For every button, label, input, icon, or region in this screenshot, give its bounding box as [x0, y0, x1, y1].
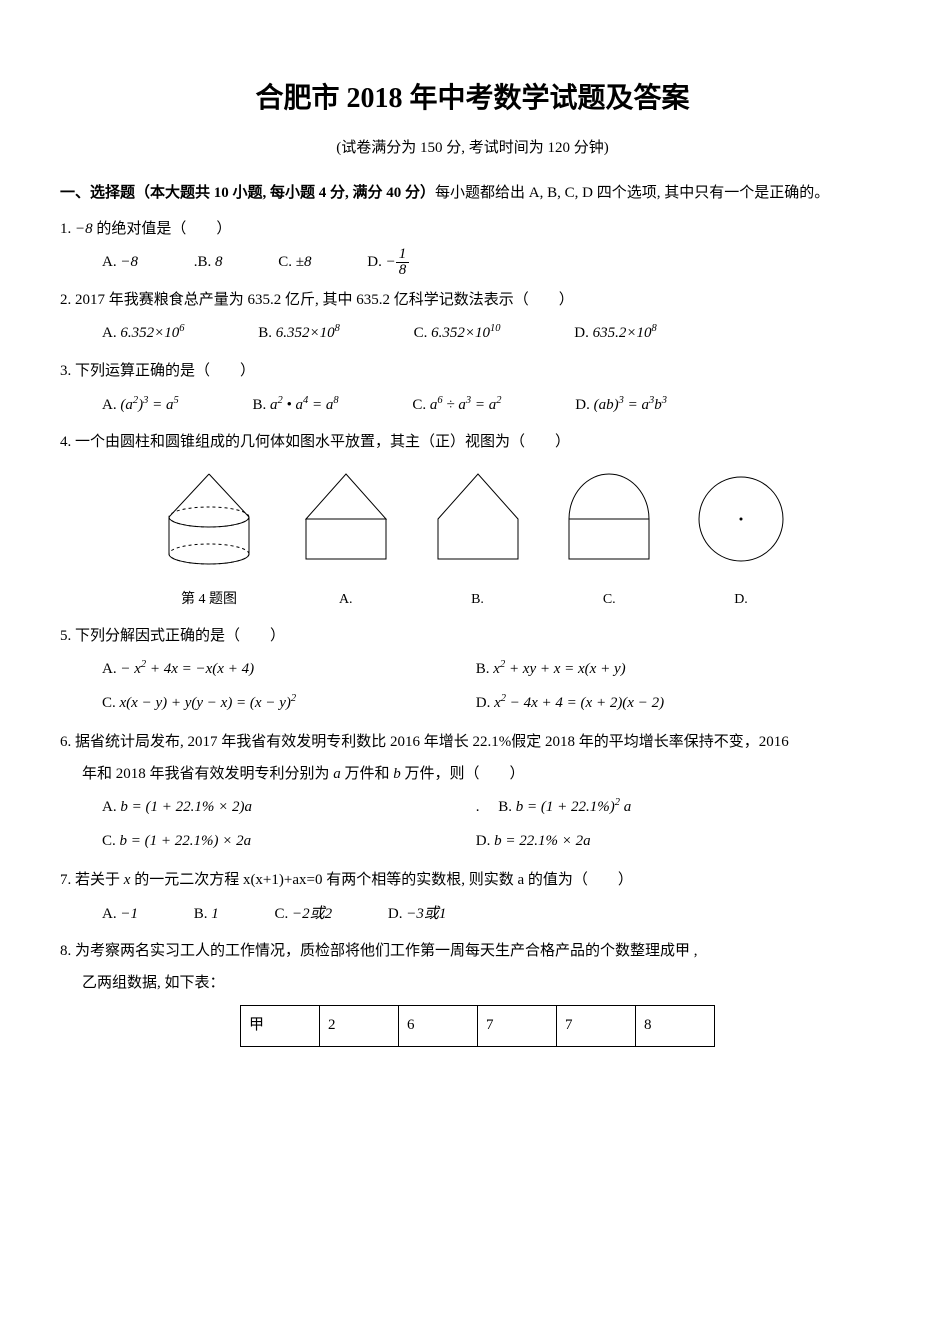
- q4-a-label: A.: [296, 585, 396, 614]
- q3-opt-b: B. a2 • a4 = a8: [252, 390, 338, 422]
- q1-c-val: ±8: [296, 254, 312, 270]
- q6-options: A. b = (1 + 22.1% × 2)a . B. b = (1 + 22…: [60, 792, 885, 859]
- q7-post: 的一元二次方程 x(x+1)+ax=0 有两个相等的实数根, 则实数 a 的值为…: [130, 872, 632, 888]
- q5-opt-c: C. x(x − y) + y(y − x) = (x − y)2: [102, 688, 472, 720]
- q4-d-label: D.: [691, 585, 791, 614]
- q1-opt-d: D. −18: [367, 247, 409, 279]
- q4-b-label: B.: [428, 585, 528, 614]
- q6-mid: 万件和: [341, 766, 394, 782]
- question-6: 6. 据省统计局发布, 2017 年我省有效发明专利数比 2016 年增长 22…: [60, 727, 885, 790]
- q1-d-den: 8: [396, 263, 410, 278]
- q2-opt-a: A. 6.352×106: [102, 318, 184, 350]
- q8-line2: 乙两组数据, 如下表：: [60, 975, 225, 991]
- q3-options: A. (a2)3 = a5 B. a2 • a4 = a8 C. a6 ÷ a3…: [60, 390, 885, 422]
- table-cell: 2: [320, 1006, 399, 1047]
- q4-fig-a: A.: [296, 469, 396, 615]
- solid-icon: [154, 469, 264, 569]
- q3-opt-a: A. (a2)3 = a5: [102, 390, 179, 422]
- table-row: 甲 2 6 7 7 8: [241, 1006, 715, 1047]
- q5-options: A. − x2 + 4x = −x(x + 4) B. x2 + xy + x …: [60, 654, 885, 721]
- q3-opt-c: C. a6 ÷ a3 = a2: [412, 390, 501, 422]
- option-d-icon: [691, 469, 791, 569]
- option-a-icon: [296, 469, 396, 569]
- q4-fig-solid: 第 4 题图: [154, 469, 264, 615]
- question-2: 2. 2017 年我赛粮食总产量为 635.2 亿斤, 其中 635.2 亿科学…: [60, 285, 885, 317]
- q4-fig-b: B.: [428, 469, 528, 615]
- q6-opt-d: D. b = 22.1% × 2a: [476, 826, 846, 858]
- q2-opt-d: D. 635.2×108: [574, 318, 656, 350]
- section-1-bold: 一、选择题（本大题共 10 小题, 每小题 4 分, 满分 40 分）: [60, 185, 435, 201]
- q1-math: −8: [75, 221, 93, 237]
- question-1: 1. −8 的绝对值是（ ）: [60, 214, 885, 246]
- table-cell: 7: [478, 1006, 557, 1047]
- option-b-icon: [428, 469, 528, 569]
- section-1-rest: 每小题都给出 A, B, C, D 四个选项, 其中只有一个是正确的。: [435, 185, 829, 201]
- q7-opt-d: D. −3或1: [388, 899, 446, 931]
- q1-options: A. −8 .B. 8 C. ±8 D. −18: [60, 247, 885, 279]
- q1-d-neg: −: [386, 254, 396, 270]
- q7-opt-a: A. −1: [102, 899, 138, 931]
- q3-opt-d: D. (ab)3 = a3b3: [575, 390, 667, 422]
- q1-d-num: 1: [396, 247, 410, 263]
- table-cell-head: 甲: [241, 1006, 320, 1047]
- q4-fig-d: D.: [691, 469, 791, 615]
- q4-fig-label: 第 4 题图: [154, 585, 264, 614]
- q5-opt-b: B. x2 + xy + x = x(x + y): [476, 654, 846, 686]
- q6-opt-c: C. b = (1 + 22.1%) × 2a: [102, 826, 472, 858]
- q5-opt-a: A. − x2 + 4x = −x(x + 4): [102, 654, 472, 686]
- q7-c-val: −2或2: [292, 906, 332, 922]
- q2-options: A. 6.352×106 B. 6.352×108 C. 6.352×1010 …: [60, 318, 885, 350]
- q4-c-label: C.: [559, 585, 659, 614]
- table-cell: 8: [636, 1006, 715, 1047]
- page-subtitle: (试卷满分为 150 分, 考试时间为 120 分钟): [60, 133, 885, 165]
- q6-pre: 年和 2018 年我省有效发明专利分别为: [82, 766, 333, 782]
- option-c-icon: [559, 469, 659, 569]
- q6-post: 万件，则（ ）: [401, 766, 525, 782]
- q6-line1: 6. 据省统计局发布, 2017 年我省有效发明专利数比 2016 年增长 22…: [60, 734, 789, 750]
- q2-opt-c: C. 6.352×1010: [414, 318, 501, 350]
- q7-options: A. −1 B. 1 C. −2或2 D. −3或1: [60, 899, 885, 931]
- page-title: 合肥市 2018 年中考数学试题及答案: [60, 70, 885, 129]
- question-7: 7. 若关于 x 的一元二次方程 x(x+1)+ax=0 有两个相等的实数根, …: [60, 865, 885, 897]
- q7-a-val: −1: [120, 906, 138, 922]
- table-cell: 7: [557, 1006, 636, 1047]
- question-3: 3. 下列运算正确的是（ ）: [60, 356, 885, 388]
- q1-stem-post: 的绝对值是（ ）: [93, 221, 232, 237]
- q8-table: 甲 2 6 7 7 8: [240, 1005, 715, 1047]
- q8-line1: 8. 为考察两名实习工人的工作情况，质检部将他们工作第一周每天生产合格产品的个数…: [60, 943, 698, 959]
- q1-opt-c: C. ±8: [278, 247, 311, 279]
- question-8: 8. 为考察两名实习工人的工作情况，质检部将他们工作第一周每天生产合格产品的个数…: [60, 936, 885, 999]
- question-5: 5. 下列分解因式正确的是（ ）: [60, 621, 885, 653]
- q1-opt-a: A. −8: [102, 247, 138, 279]
- q1-stem-pre: 1.: [60, 221, 75, 237]
- q7-opt-b: B. 1: [194, 899, 219, 931]
- q6-opt-a: A. b = (1 + 22.1% × 2)a: [102, 792, 472, 824]
- section-1-heading: 一、选择题（本大题共 10 小题, 每小题 4 分, 满分 40 分）每小题都给…: [60, 178, 885, 210]
- q6-opt-b: . B. b = (1 + 22.1%)2 a: [476, 792, 846, 824]
- q7-b-val: 1: [211, 906, 219, 922]
- q1-b-val: 8: [215, 254, 223, 270]
- question-4: 4. 一个由圆柱和圆锥组成的几何体如图水平放置，其主（正）视图为（ ）: [60, 427, 885, 459]
- q7-pre: 7. 若关于: [60, 872, 124, 888]
- q5-opt-d: D. x2 − 4x + 4 = (x + 2)(x − 2): [476, 688, 846, 720]
- q7-opt-c: C. −2或2: [274, 899, 332, 931]
- q4-figures: 第 4 题图 A. B. C. D.: [60, 469, 885, 615]
- q6-line2: 年和 2018 年我省有效发明专利分别为 a 万件和 b 万件，则（ ）: [60, 766, 525, 782]
- q1-d-val: −18: [386, 254, 410, 270]
- q4-fig-c: C.: [559, 469, 659, 615]
- table-cell: 6: [399, 1006, 478, 1047]
- q7-d-val: −3或1: [406, 906, 446, 922]
- q2-opt-b: B. 6.352×108: [258, 318, 340, 350]
- q1-a-val: −8: [120, 254, 138, 270]
- q1-opt-b: .B. 8: [194, 247, 223, 279]
